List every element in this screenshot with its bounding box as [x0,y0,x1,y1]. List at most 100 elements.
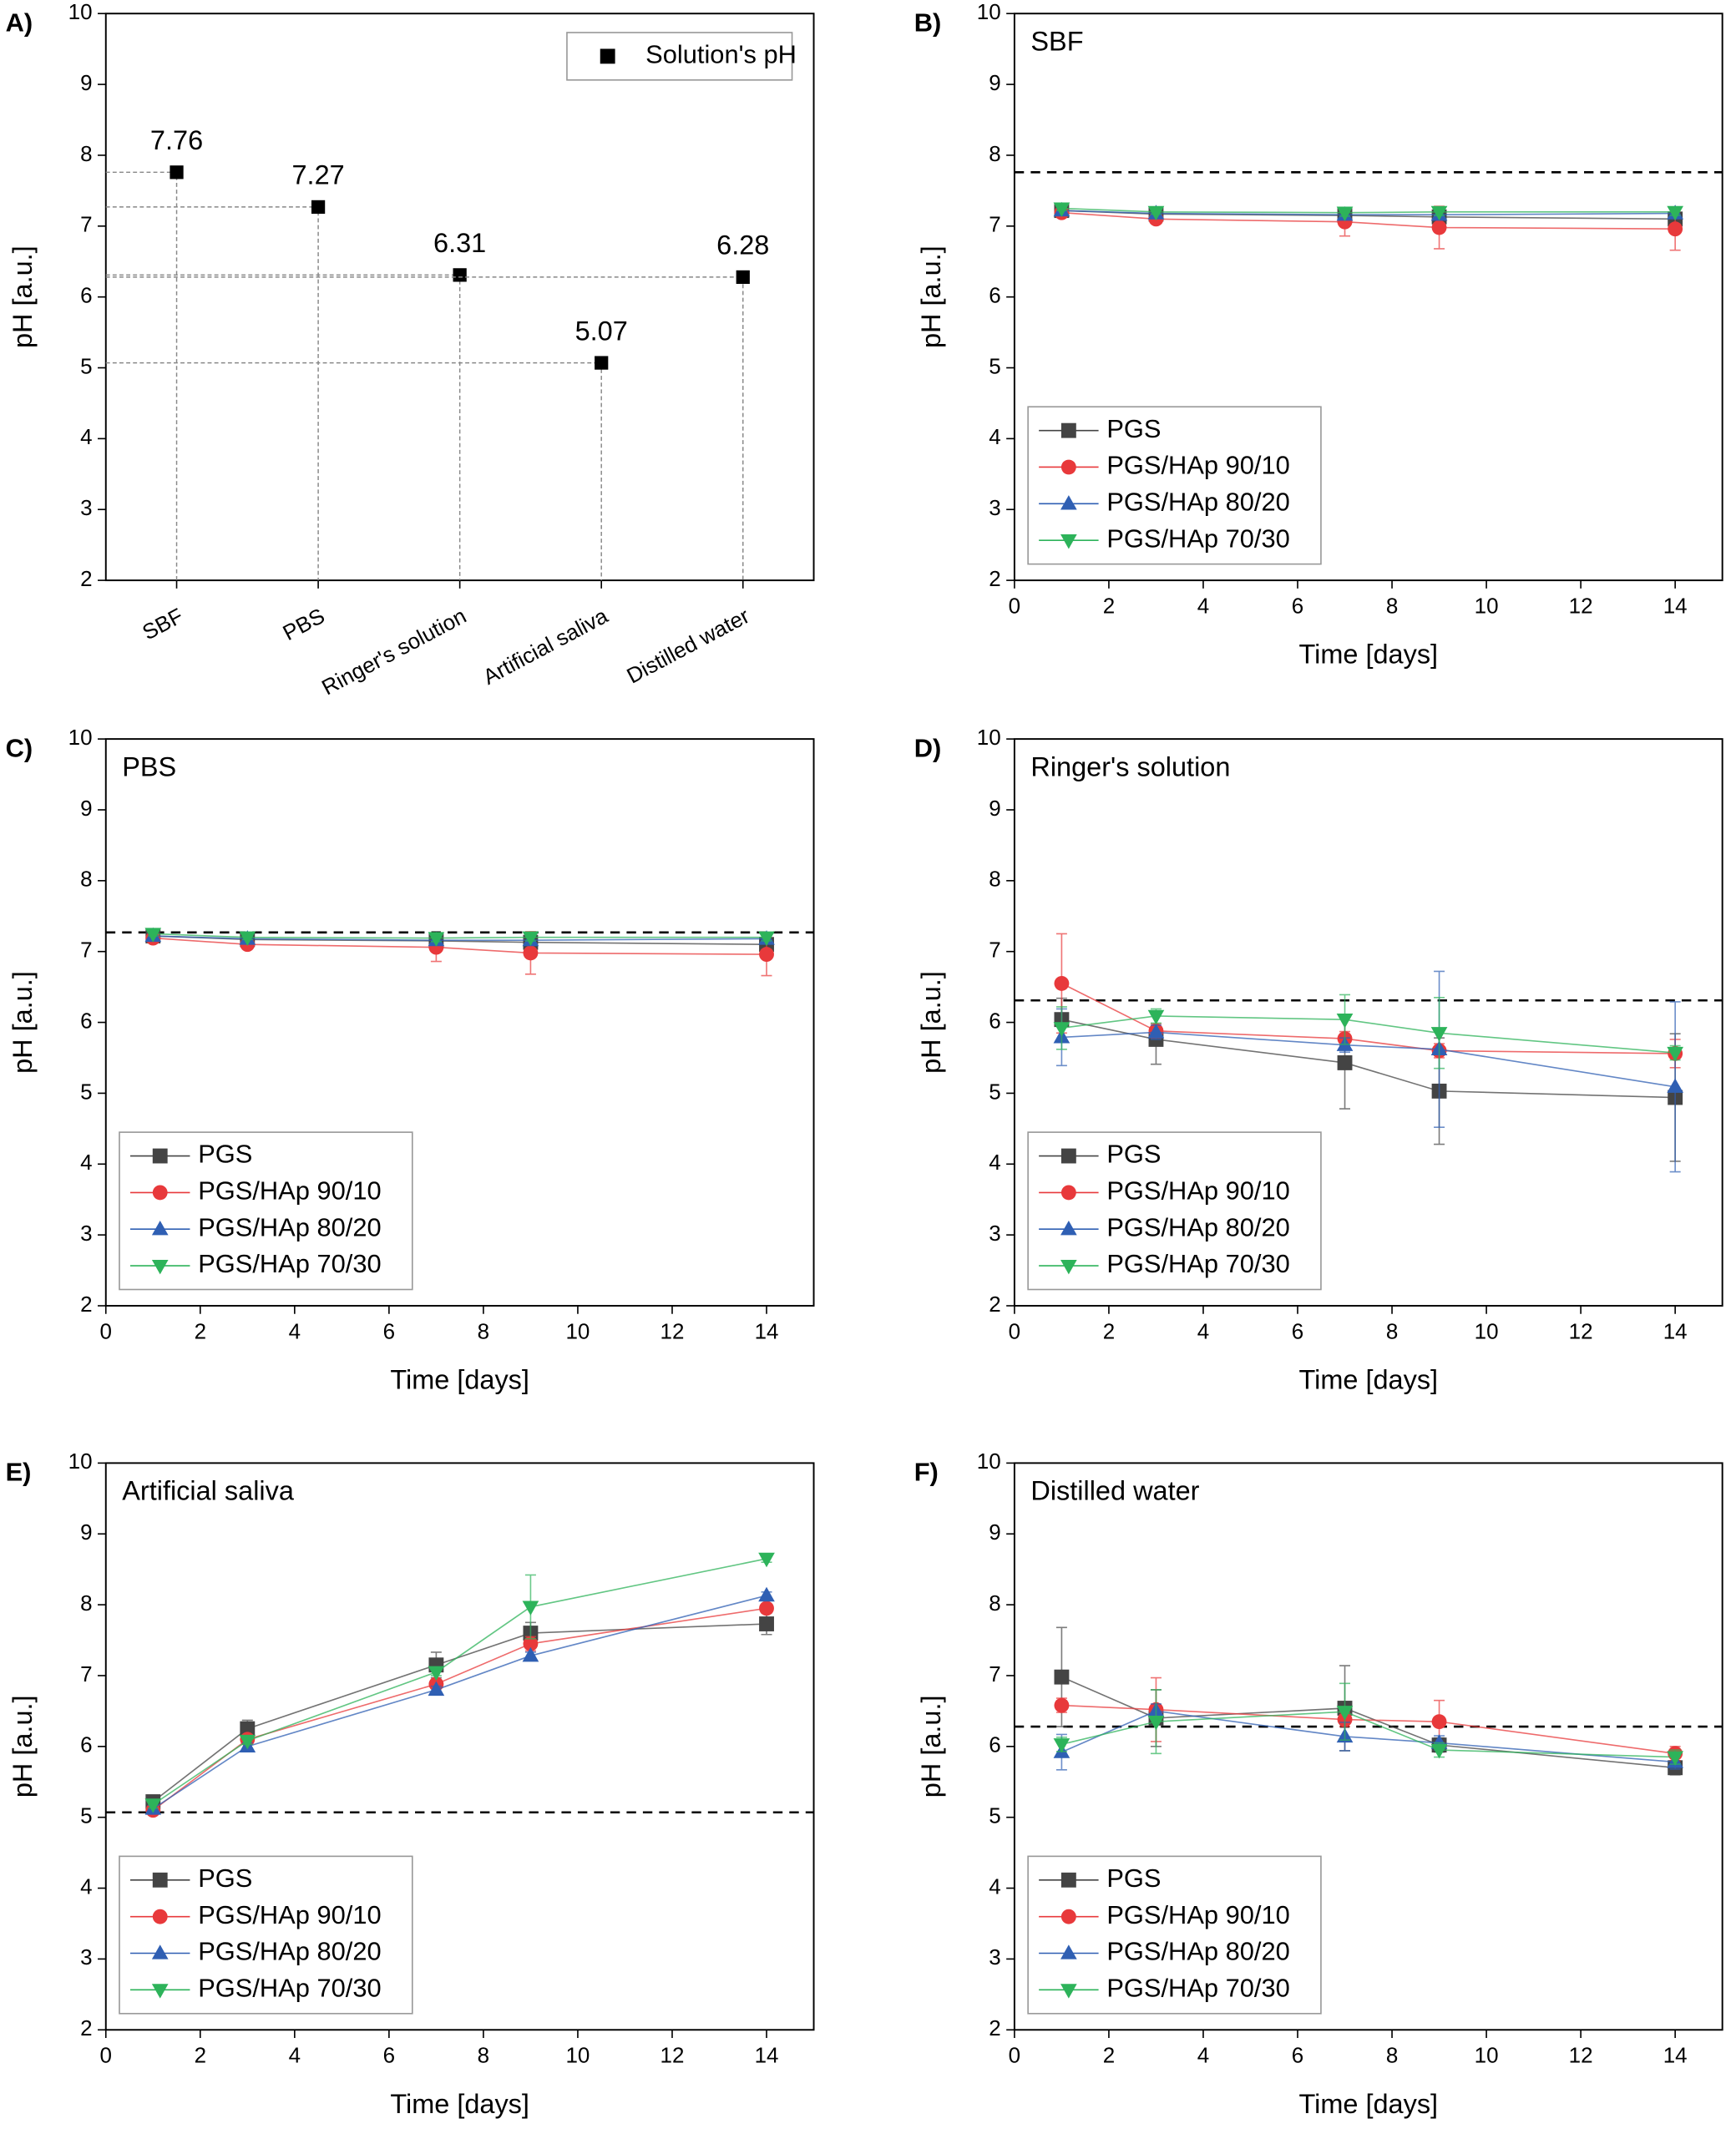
panel-label: E) [6,1458,32,1487]
marker [1337,1054,1353,1070]
marker [523,945,539,961]
marker [151,1944,169,1959]
legend-label: Solution's pH [645,40,797,69]
y-tick-label: 5 [80,1079,92,1104]
x-axis-label: Time [days] [1298,1365,1438,1395]
marker [1430,205,1448,221]
y-tick-label: 6 [989,283,1000,308]
legend-box [119,1131,413,1291]
marker [1060,1909,1076,1924]
y-tick-label: 3 [80,1944,92,1970]
y-tick-label: 5 [989,1803,1000,1828]
legend-label: PGS/HAp 70/30 [198,1249,381,1278]
y-tick-label: 6 [989,1732,1000,1757]
y-tick-label: 9 [989,70,1000,95]
marker [1060,1984,1077,1999]
legend-box [1027,1855,1322,2015]
legend-label: PGS [198,1140,252,1169]
x-tick-label: 0 [1009,2043,1020,2068]
x-tick-label: 12 [660,2043,685,2068]
x-tick-label: 2 [1103,593,1115,618]
legend-label: PGS/HAp 70/30 [1106,1249,1289,1278]
marker [152,1185,168,1201]
y-tick-label: 6 [80,1732,92,1757]
y-tick-label: 9 [989,796,1000,821]
x-tick-label: 10 [565,2043,590,2068]
x-tick-label: 2 [195,1318,206,1343]
marker [758,1586,775,1602]
series-line [152,1607,767,1811]
x-tick-label: 2 [195,2043,206,2068]
x-tick-label: 12 [1569,593,1593,618]
legend-label: PGS/HAp 80/20 [1106,488,1289,517]
y-tick-label: 3 [989,495,1000,520]
y-tick-label: 8 [80,141,92,166]
marker [1147,205,1165,221]
y-tick-label: 8 [989,1590,1000,1616]
legend-label: PGS/HAp 70/30 [1106,1974,1289,2003]
x-tick-label: Artificial saliva [478,603,612,690]
y-tick-label: 4 [80,1874,92,1899]
value-label: 6.31 [433,228,486,258]
marker [522,931,539,947]
legend-box [119,1855,413,2015]
x-tick-label: 6 [1292,1318,1303,1343]
y-tick-label: 5 [80,353,92,378]
y-tick-label: 5 [80,1803,92,1828]
x-tick-label: 12 [1569,1318,1593,1343]
x-tick-label: 14 [1663,1318,1688,1343]
marker [1054,1697,1070,1713]
marker [758,931,775,947]
marker [1054,1669,1070,1685]
x-tick-label: Distilled water [622,603,753,689]
x-tick-label: Ringer's solution [317,603,470,700]
y-tick-label: 10 [977,1449,1001,1474]
legend-label: PGS/HAp 90/10 [198,1176,381,1206]
guide-line [105,274,461,581]
marker [152,1148,168,1164]
y-tick-label: 2 [80,566,92,591]
marker [152,1872,168,1888]
marker [1060,1220,1077,1236]
y-axis-label: pH [a.u.] [916,1695,946,1798]
legend-label: PGS/HAp 90/10 [1106,451,1289,480]
y-tick-label: 2 [989,2015,1000,2040]
marker [1667,205,1683,221]
marker [1431,1714,1447,1730]
y-tick-label: 4 [80,1150,92,1175]
marker [1336,206,1354,221]
x-tick-label: 4 [1197,593,1209,618]
marker [1430,1743,1448,1759]
y-tick-label: 7 [989,1661,1000,1686]
marker [1147,1009,1165,1025]
y-tick-label: 10 [977,0,1001,24]
marker [1060,459,1076,475]
x-tick-label: 8 [1386,593,1398,618]
marker [240,1721,256,1737]
legend-label: PGS/HAp 90/10 [1106,1900,1289,1929]
marker [1053,1022,1070,1037]
x-tick-label: 4 [1197,1318,1209,1343]
marker [151,1984,169,1999]
y-tick-label: 8 [80,867,92,892]
y-tick-label: 9 [989,1520,1000,1545]
x-tick-label: 14 [755,1318,779,1343]
panel-title: SBF [1030,27,1083,57]
x-tick-label: 12 [1569,2043,1593,2068]
y-tick-label: 7 [989,212,1000,237]
marker [1430,1027,1448,1042]
series-line [152,1623,767,1803]
marker [1060,534,1077,549]
marker [1667,1751,1683,1766]
x-tick-label: 4 [1197,2043,1209,2068]
legend-label: PGS/HAp 90/10 [198,1900,381,1929]
marker [1336,1706,1354,1721]
guide-line [105,362,602,581]
x-tick-label: 8 [1386,1318,1398,1343]
x-tick-label: 10 [1475,593,1499,618]
x-tick-label: 10 [1475,2043,1499,2068]
legend-label: PGS [1106,414,1161,443]
x-tick-label: 2 [1103,1318,1115,1343]
y-tick-label: 10 [68,725,93,750]
